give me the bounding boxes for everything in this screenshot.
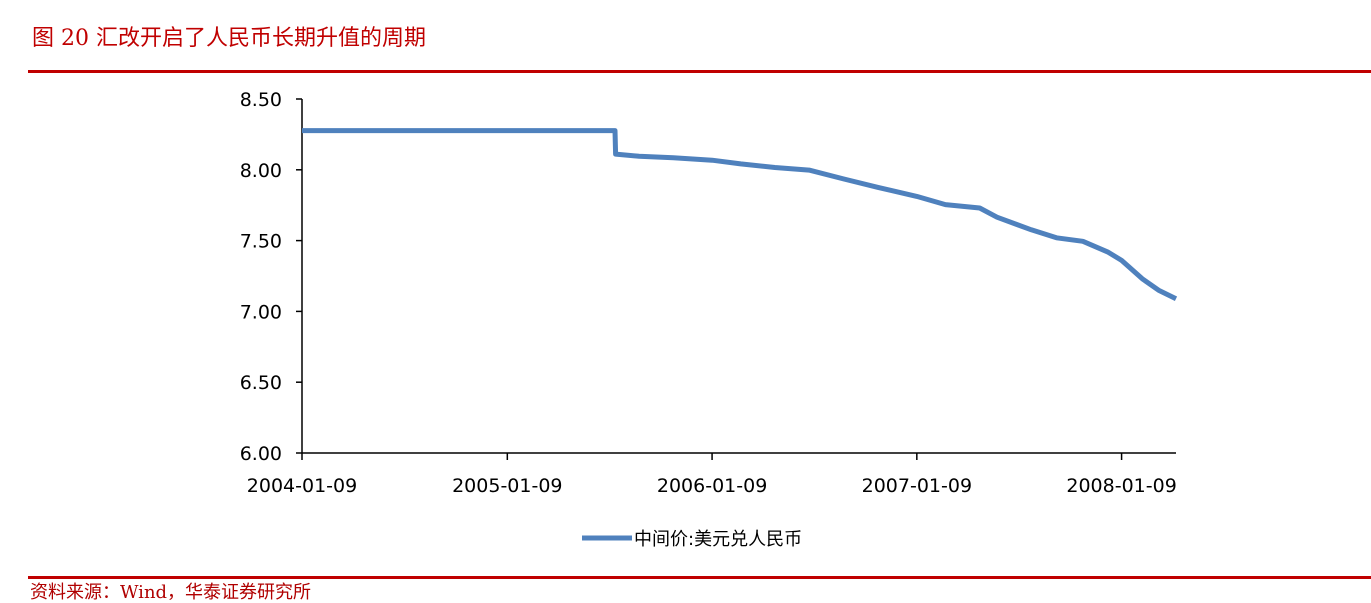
x-tick-label: 2008-01-09 [1066, 475, 1176, 497]
legend-label: 中间价:美元兑人民币 [634, 529, 802, 550]
y-tick-label: 8.00 [240, 160, 282, 182]
y-tick-label: 6.00 [240, 443, 282, 465]
source-note: 资料来源：Wind，华泰证券研究所 [30, 584, 311, 602]
x-axis-ticks: 2004-01-09 2005-01-09 2006-01-09 2007-01-09… [247, 453, 1177, 497]
chart-legend: 中间价:美元兑人民币 [582, 529, 802, 550]
y-tick-label: 7.00 [240, 301, 282, 323]
x-tick-label: 2004-01-09 [247, 475, 357, 497]
series-line [302, 131, 1176, 299]
y-tick-label: 7.50 [240, 231, 282, 253]
chart-series [302, 131, 1176, 299]
chart-axes [302, 99, 1176, 453]
y-tick-label: 8.50 [240, 89, 282, 111]
y-axis-ticks: 8.50 8.00 7.50 7.00 6.50 6.00 [240, 89, 302, 465]
x-tick-label: 2005-01-09 [452, 475, 562, 497]
x-tick-label: 2007-01-09 [862, 475, 972, 497]
x-tick-label: 2006-01-09 [657, 475, 767, 497]
y-tick-label: 6.50 [240, 372, 282, 394]
source-divider [28, 576, 1371, 579]
